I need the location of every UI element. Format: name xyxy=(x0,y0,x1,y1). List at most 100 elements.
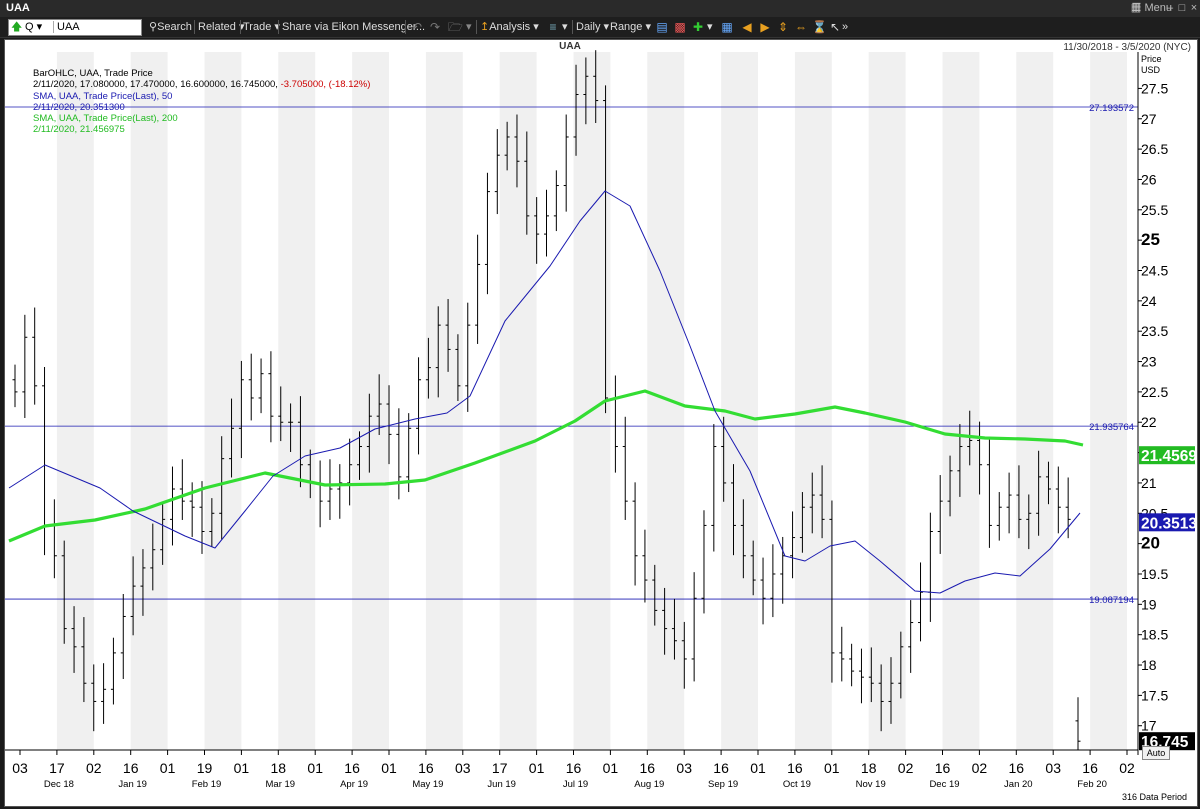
cursor-icon[interactable]: ↖ xyxy=(829,20,841,34)
quote-type-dropdown[interactable]: Q ▾ xyxy=(25,21,43,33)
pin-icon[interactable]: ▦ xyxy=(1130,2,1142,14)
ohlc-bar xyxy=(199,481,205,554)
ohlc-bar xyxy=(681,621,687,689)
analysis-dropdown[interactable]: ↥Analysis ▾ xyxy=(480,21,539,33)
ohlc-bar xyxy=(376,374,382,435)
data-period-label: 316 Data Period xyxy=(1121,792,1187,802)
plot-stripe xyxy=(204,52,242,750)
plot-stripe xyxy=(868,52,906,750)
chart-type-icon[interactable]: ≡ xyxy=(549,20,557,34)
x-tick-label: 16 xyxy=(566,760,582,776)
last-value-label: 20.3513 xyxy=(1141,515,1197,532)
search-button[interactable]: ⚲Search xyxy=(149,20,192,34)
maximize-icon[interactable]: □ xyxy=(1178,2,1186,14)
legend-ohlc-title: BarOHLC, UAA, Trade Price xyxy=(33,68,153,79)
ohlc-bar xyxy=(32,307,38,405)
close-icon[interactable]: × xyxy=(1190,2,1198,14)
scroll-left-icon[interactable]: ◀ xyxy=(742,20,752,34)
y-tick-label: 19 xyxy=(1141,596,1157,612)
minimize-icon[interactable]: – xyxy=(1166,2,1174,14)
related-dropdown[interactable]: Related ▾ xyxy=(198,21,245,33)
plot-stripe xyxy=(425,52,463,750)
toolbar-divider xyxy=(405,20,406,34)
ohlc-bar xyxy=(435,306,441,398)
daily-label: Daily xyxy=(576,21,601,33)
y-tick-label: 18.5 xyxy=(1141,627,1168,643)
x-month-label: May 19 xyxy=(412,779,443,790)
trade-label: Trade xyxy=(243,21,272,33)
hourglass-icon[interactable]: ⌛ xyxy=(812,20,827,34)
ohlc-bar xyxy=(849,643,855,687)
crosshair-dropdown[interactable]: ▾ xyxy=(707,21,713,33)
table-icon[interactable]: ▦ xyxy=(721,20,733,34)
horizontal-line-label: 27.193572 xyxy=(1089,103,1134,114)
plot-stripe xyxy=(721,52,758,750)
ohlc-bar xyxy=(701,510,707,614)
search-icon: ⚲ xyxy=(149,21,158,33)
ohlc-bar xyxy=(544,189,549,257)
x-month-label: Feb 20 xyxy=(1077,779,1107,790)
crosshair-icon[interactable]: ✚ xyxy=(692,20,704,34)
x-month-label: Jan 19 xyxy=(118,779,147,790)
ohlc-bar xyxy=(829,500,835,683)
ohlc-bar xyxy=(120,594,126,679)
chart-type-dropdown[interactable]: ▾ xyxy=(562,21,568,33)
plot-stripe xyxy=(942,52,980,750)
price-chart[interactable]: 27.193572 21.935764 19.087194 17 17.5 18 18.5… xyxy=(5,40,1197,806)
x-month-label: Oct 19 xyxy=(783,779,811,790)
symbol-box[interactable]: 🡅 Q ▾ xyxy=(8,19,142,36)
plot-stripe xyxy=(56,52,94,750)
symbol-input[interactable] xyxy=(57,20,137,33)
last-value-tag xyxy=(1139,513,1195,532)
horizontal-line-label: 19.087194 xyxy=(1089,595,1134,606)
ohlc-bar xyxy=(799,492,805,553)
x-tick-label: 16 xyxy=(787,760,803,776)
zoom-horizontal-icon[interactable]: ⇔ xyxy=(795,20,807,34)
chart-legend: BarOHLC, UAA, Trade Price 2/11/2020, 17.… xyxy=(33,68,370,136)
range-dropdown[interactable]: Range ▾ xyxy=(610,21,651,33)
symbol-box-divider xyxy=(53,21,54,33)
compare-chart-icon[interactable]: ▩ xyxy=(674,20,686,34)
ohlc-bar xyxy=(1016,465,1022,539)
folder-dropdown[interactable]: ▾ xyxy=(466,21,472,33)
zoom-vertical-icon[interactable]: ⇕ xyxy=(777,20,789,34)
x-tick-label: 03 xyxy=(1045,760,1061,776)
x-month-label: Aug 19 xyxy=(634,779,664,790)
y-tick-label: 26 xyxy=(1141,171,1157,187)
folder-icon[interactable]: 🗁 xyxy=(448,20,463,34)
x-month-label: Feb 19 xyxy=(192,779,222,790)
ohlc-bar xyxy=(868,647,874,703)
ohlc-bar xyxy=(327,459,333,520)
ohlc-bar xyxy=(573,64,579,156)
ohlc-bar xyxy=(622,416,628,520)
interval-dropdown[interactable]: Daily ▾ xyxy=(576,21,610,33)
undo-icon[interactable]: ↶ xyxy=(411,20,423,34)
ohlc-bar xyxy=(996,492,1002,541)
menu-button[interactable]: ☰ Menu xyxy=(1132,1,1172,15)
x-tick-label: 02 xyxy=(86,760,102,776)
x-tick-label: 16 xyxy=(1082,760,1098,776)
ohlc-bar xyxy=(819,465,825,539)
more-tools-button[interactable]: » xyxy=(842,21,849,33)
line-chart-icon[interactable]: ▤ xyxy=(656,20,668,34)
redo-icon[interactable]: ↷ xyxy=(429,20,441,34)
scroll-right-icon[interactable]: ▶ xyxy=(760,20,770,34)
ohlc-bar xyxy=(790,511,796,579)
date-range: 11/30/2018 - 3/5/2020 (NYC) xyxy=(1063,42,1191,53)
ohlc-bar xyxy=(553,170,559,232)
y-tick-label: 22 xyxy=(1141,414,1157,430)
x-tick-label: 16 xyxy=(418,760,434,776)
ohlc-bar xyxy=(356,431,362,480)
ohlc-bar xyxy=(366,393,372,473)
y-tick-label: 25.5 xyxy=(1141,202,1168,218)
x-month-label: Nov 19 xyxy=(856,779,886,790)
share-button[interactable]: Share via Eikon Messenger... xyxy=(282,21,426,33)
ohlc-bar xyxy=(662,587,668,655)
legend-sma200-title: SMA, UAA, Trade Price(Last), 200 xyxy=(33,113,178,125)
analysis-icon: ↥ xyxy=(480,21,490,33)
trade-dropdown[interactable]: Trade ▾ xyxy=(243,21,280,33)
auto-scale-button[interactable]: Auto xyxy=(1142,746,1170,760)
ohlc-bar xyxy=(563,114,569,212)
ohlc-bar xyxy=(258,358,264,414)
horizontal-line-label: 21.935764 xyxy=(1089,422,1134,433)
